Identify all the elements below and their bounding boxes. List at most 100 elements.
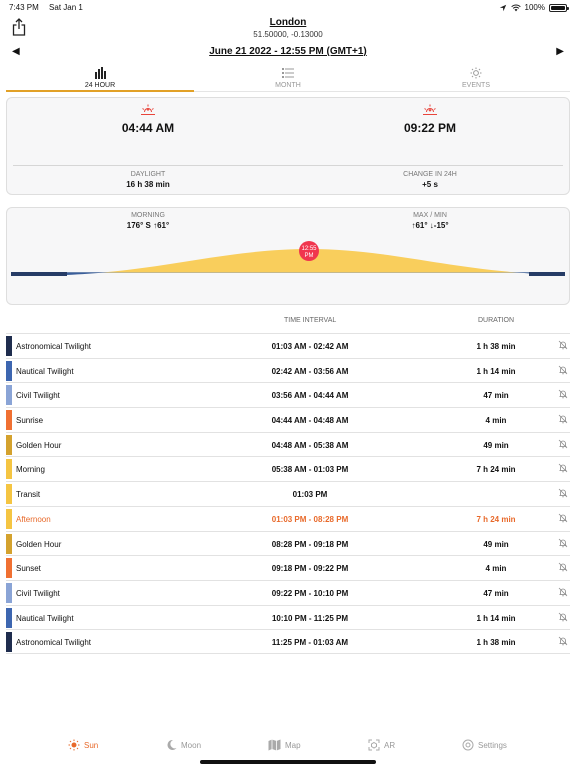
phase-color-swatch [6, 336, 12, 356]
phase-duration: 49 min [483, 539, 509, 549]
location-header[interactable]: London 51.50000, -0.13000 [0, 17, 576, 39]
astronomical-band-left [11, 272, 67, 276]
alarm-off-icon[interactable] [558, 439, 568, 449]
table-row[interactable]: Afternoon 01:03 PM - 08:28 PM 7 h 24 min [6, 505, 570, 531]
tab-moon[interactable]: Moon [166, 739, 201, 751]
home-indicator[interactable] [200, 760, 376, 764]
current-sun-marker [299, 241, 319, 261]
alarm-off-icon[interactable] [558, 340, 568, 350]
table-row[interactable]: Civil Twilight 03:56 AM - 04:44 AM 47 min [6, 382, 570, 407]
sun-icon [470, 67, 482, 79]
phase-color-swatch [6, 385, 12, 406]
next-day-button[interactable]: ▶ [556, 46, 564, 57]
phase-interval: 01:03 PM [292, 490, 328, 500]
alarm-off-icon[interactable] [558, 636, 568, 646]
col-duration: DURATION [478, 317, 515, 324]
alarm-off-icon[interactable] [558, 562, 568, 572]
morning-position: MORNING 176° S ↑61° [7, 212, 289, 230]
location-coords: 51.50000, -0.13000 [253, 30, 323, 39]
phase-color-swatch [6, 484, 12, 505]
tab-label: EVENTS [461, 82, 490, 89]
phase-name: Transit [16, 490, 41, 500]
alarm-off-icon[interactable] [558, 587, 568, 597]
table-row[interactable]: Sunset 09:18 PM - 09:22 PM 4 min [6, 555, 570, 580]
daylight-stat: DAYLIGHT 16 h 38 min [7, 171, 289, 189]
previous-day-button[interactable]: ◀ [12, 46, 20, 57]
table-row[interactable]: Golden Hour 04:48 AM - 05:38 AM 49 min [6, 431, 570, 457]
phase-duration: 4 min [485, 564, 507, 574]
ar-icon [368, 739, 380, 751]
status-date: Sat Jan 1 [49, 3, 83, 12]
phase-color-swatch [6, 607, 12, 628]
table-row[interactable]: Transit 01:03 PM [6, 481, 570, 506]
phase-name: Morning [16, 465, 45, 475]
phase-color-swatch [6, 360, 12, 381]
tab-map[interactable]: Map [268, 739, 301, 751]
phase-duration: 1 h 38 min [476, 342, 516, 351]
alarm-off-icon[interactable] [558, 389, 568, 399]
phase-interval: 01:03 AM - 02:42 AM [271, 342, 349, 351]
tab-settings[interactable]: Settings [462, 739, 507, 751]
tab-events[interactable]: EVENTS [382, 64, 570, 92]
phase-name: Golden Hour [16, 440, 62, 450]
sunrise-time: 04:44 AM [121, 121, 175, 135]
table-row[interactable]: Nautical Twilight 10:10 PM - 11:25 PM 1 h … [6, 604, 570, 630]
phase-interval: 10:10 PM - 11:25 PM [271, 613, 349, 623]
phase-duration: 49 min [483, 440, 509, 450]
sunrise-block: 04:44 AM [7, 102, 289, 135]
table-row[interactable]: Nautical Twilight 02:42 AM - 03:56 AM 1 h … [6, 357, 570, 383]
tab-label: Map [285, 740, 301, 750]
daylight-value: 16 h 38 min [126, 180, 170, 189]
phase-color-swatch [6, 582, 12, 603]
phase-duration: 1 h 38 min [476, 638, 516, 648]
wifi-icon [510, 4, 521, 11]
astronomical-band-right [529, 272, 565, 276]
table-row[interactable]: Astronomical Twilight 01:03 AM - 02:42 AM… [6, 333, 570, 358]
sunset-block: 09:22 PM [289, 102, 571, 135]
bar-chart-icon [95, 67, 106, 79]
alarm-off-icon[interactable] [558, 414, 568, 424]
phase-name: Nautical Twilight [16, 366, 74, 376]
alarm-off-icon[interactable] [558, 365, 568, 375]
tab-24-hour[interactable]: 24 HOUR [6, 64, 194, 92]
sun-path-card: MORNING 176° S ↑61° MAX / MIN ↑61° ↓-15°… [6, 207, 570, 305]
table-row[interactable]: Astronomical Twilight 11:25 PM - 01:03 AM… [6, 629, 570, 654]
alarm-off-icon[interactable] [558, 513, 568, 523]
phase-duration: 1 h 14 min [476, 613, 516, 623]
table-row[interactable]: Civil Twilight 09:22 PM - 10:10 PM 47 min [6, 579, 570, 605]
marker-ampm: PM [305, 253, 314, 259]
alarm-off-icon[interactable] [558, 612, 568, 622]
sun-icon [68, 739, 80, 751]
marker-time: 12:55 [301, 246, 317, 252]
phase-interval: 11:25 PM - 01:03 AM [271, 638, 349, 648]
share-icon[interactable] [12, 18, 26, 36]
battery-percent: 100% [524, 3, 545, 12]
sun-elevation-chart[interactable]: 12:55 PM [7, 238, 569, 304]
settings-icon [462, 739, 474, 751]
alarm-off-icon[interactable] [558, 538, 568, 548]
location-arrow-icon [499, 4, 506, 11]
phase-duration: 47 min [483, 391, 509, 401]
alarm-off-icon[interactable] [558, 463, 568, 473]
phase-name: Civil Twilight [16, 588, 60, 598]
selected-date[interactable]: June 21 2022 - 12:55 PM (GMT+1) [209, 46, 367, 57]
table-row[interactable]: Sunrise 04:44 AM - 04:48 AM 4 min [6, 407, 570, 432]
location-name[interactable]: London [269, 17, 307, 28]
table-row[interactable]: Morning 05:38 AM - 01:03 PM 7 h 24 min [6, 456, 570, 481]
phase-interval: 03:56 AM - 04:44 AM [271, 391, 349, 401]
tab-month[interactable]: MONTH [194, 64, 382, 92]
sun-times-card: 04:44 AM 09:22 PM DAYLIGHT 16 h 38 min C… [6, 97, 570, 195]
tab-ar[interactable]: AR [368, 739, 395, 751]
alarm-off-icon[interactable] [558, 488, 568, 498]
sunrise-icon [141, 104, 155, 115]
tab-label: Sun [84, 740, 99, 750]
table-row[interactable]: Golden Hour 08:28 PM - 09:18 PM 49 min [6, 530, 570, 556]
phase-duration: 7 h 24 min [476, 465, 516, 475]
phase-interval: 02:42 AM - 03:56 AM [271, 366, 349, 376]
tab-sun[interactable]: Sun [68, 739, 98, 751]
sunset-time: 09:22 PM [403, 121, 457, 135]
phase-name: Nautical Twilight [16, 613, 74, 623]
tab-label: 24 HOUR [84, 82, 116, 89]
tab-label: Settings [478, 740, 507, 750]
tab-label: Moon [181, 740, 202, 750]
